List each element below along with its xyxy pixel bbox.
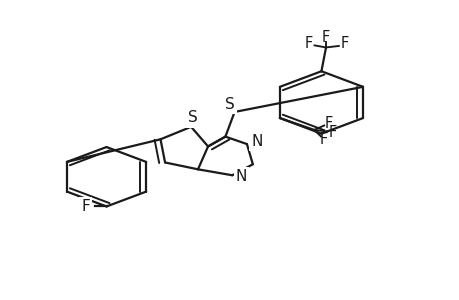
Text: F: F — [321, 30, 330, 45]
Text: F: F — [304, 36, 312, 51]
Text: N: N — [235, 169, 246, 184]
Text: S: S — [187, 110, 197, 125]
Text: F: F — [324, 116, 332, 131]
Text: F: F — [319, 132, 327, 147]
Text: F: F — [328, 125, 336, 140]
Text: S: S — [224, 97, 235, 112]
Text: F: F — [340, 36, 347, 51]
Text: N: N — [251, 134, 262, 148]
Text: F: F — [81, 199, 90, 214]
